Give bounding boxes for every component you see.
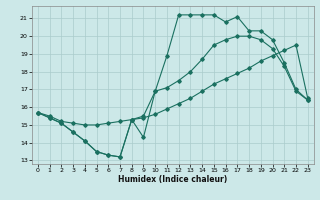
X-axis label: Humidex (Indice chaleur): Humidex (Indice chaleur) bbox=[118, 175, 228, 184]
